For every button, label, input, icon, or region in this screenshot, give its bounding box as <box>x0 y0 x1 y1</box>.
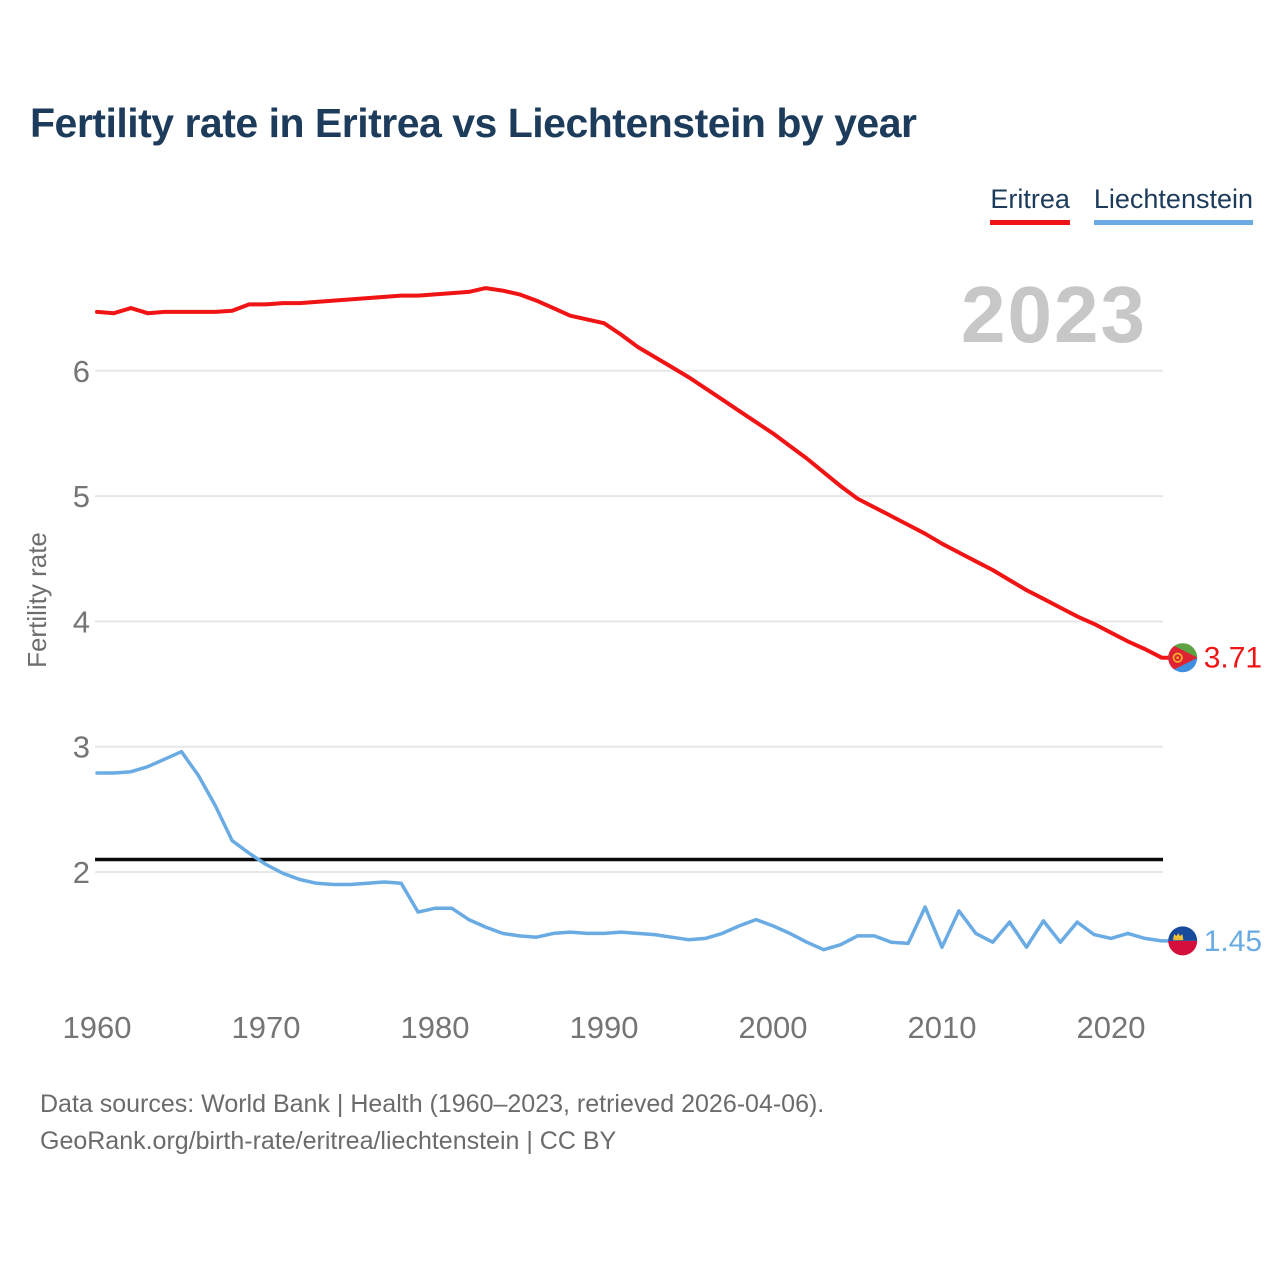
y-tick-label: 4 <box>73 604 90 639</box>
page-title: Fertility rate in Eritrea vs Liechtenste… <box>30 100 917 146</box>
x-tick-label: 1990 <box>570 1010 639 1045</box>
legend: Eritrea Liechtenstein <box>990 184 1253 225</box>
x-tick-label: 1960 <box>63 1010 132 1045</box>
x-tick-label: 1970 <box>232 1010 301 1045</box>
y-tick-label: 6 <box>73 354 90 389</box>
liechtenstein-line <box>95 749 1185 952</box>
x-tick-label: 1980 <box>401 1010 470 1045</box>
y-tick-label: 2 <box>73 855 90 890</box>
y-tick-label: 3 <box>73 730 90 765</box>
liechtenstein-flag-icon <box>1168 926 1198 956</box>
eritrea-end-value: 3.71 <box>1204 642 1262 675</box>
y-tick-label: 5 <box>73 479 90 514</box>
eritrea-line <box>95 286 1185 660</box>
footer-sources: Data sources: World Bank | Health (1960–… <box>40 1090 825 1118</box>
footer: Data sources: World Bank | Health (1960–… <box>40 1086 824 1160</box>
y-gridlines: 2 3 4 5 6 <box>73 354 1163 890</box>
liechtenstein-end-value: 1.45 <box>1204 925 1262 958</box>
x-tick-label: 2000 <box>739 1010 808 1045</box>
eritrea-flag-icon <box>1168 643 1198 673</box>
x-tick-label: 2010 <box>908 1010 977 1045</box>
footer-attribution: GeoRank.org/birth-rate/eritrea/liechtens… <box>40 1127 617 1155</box>
x-tick-label: 2020 <box>1077 1010 1146 1045</box>
y-axis-title: Fertility rate <box>22 532 52 668</box>
x-axis-labels: 1960 1970 1980 1990 2000 2010 2020 <box>63 1010 1146 1045</box>
legend-item-eritrea[interactable]: Eritrea <box>990 184 1070 225</box>
legend-item-liechtenstein[interactable]: Liechtenstein <box>1093 184 1253 225</box>
watermark-year: 2023 <box>961 270 1147 359</box>
